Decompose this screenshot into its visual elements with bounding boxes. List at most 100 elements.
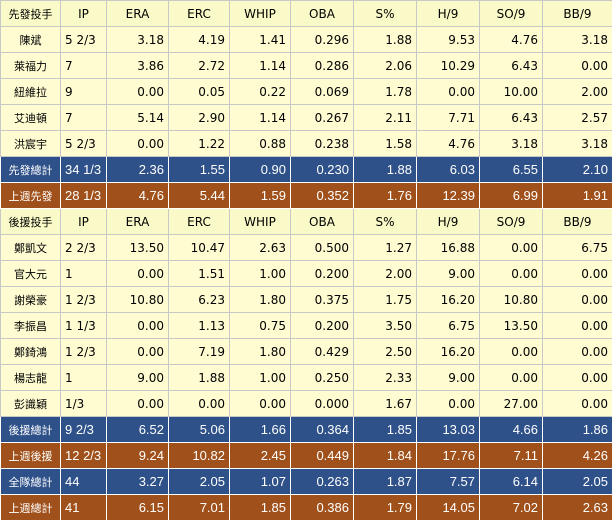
stat-cell-oba: 0.230 bbox=[290, 156, 354, 183]
pitcher-row: 萊福力 7 3.86 2.72 1.14 0.286 2.06 10.29 6.43 0.00 bbox=[0, 52, 612, 79]
pitcher-row: 紐維拉 9 0.00 0.05 0.22 0.069 1.78 0.00 10.00 2.00 bbox=[0, 78, 612, 105]
stat-cell-ip: 5 2/3 bbox=[60, 130, 107, 157]
column-header-ip: IP bbox=[60, 208, 107, 235]
row-name: 萊福力 bbox=[0, 52, 61, 79]
stat-cell-h-9: 12.39 bbox=[416, 182, 480, 209]
stat-cell-so-9: 0.00 bbox=[479, 364, 543, 391]
stat-cell-oba: 0.263 bbox=[290, 468, 354, 495]
stat-cell-bb-9: 1.91 bbox=[542, 182, 612, 209]
stat-cell-so-9: 3.18 bbox=[479, 130, 543, 157]
column-header-whip: WHIP bbox=[229, 208, 291, 235]
stat-cell-erc: 10.82 bbox=[168, 442, 230, 469]
stat-cell-oba: 0.296 bbox=[290, 26, 354, 53]
stat-cell-whip: 1.41 bbox=[229, 26, 291, 53]
stat-cell-oba: 0.267 bbox=[290, 104, 354, 131]
stat-cell-h-9: 16.88 bbox=[416, 234, 480, 261]
stat-cell-erc: 5.44 bbox=[168, 182, 230, 209]
stat-cell-ip: 1/3 bbox=[60, 390, 107, 417]
stat-cell-era: 0.00 bbox=[106, 130, 169, 157]
total-row: 全隊總計 44 3.27 2.05 1.07 0.263 1.87 7.57 6.14 2.05 bbox=[0, 468, 612, 495]
stat-cell-era: 13.50 bbox=[106, 234, 169, 261]
stat-cell-ip: 9 2/3 bbox=[60, 416, 107, 443]
stat-cell-bb-9: 2.05 bbox=[542, 468, 612, 495]
stat-cell-ip: 1 2/3 bbox=[60, 338, 107, 365]
stat-cell-erc: 4.19 bbox=[168, 26, 230, 53]
total-row: 後援總計 9 2/3 6.52 5.06 1.66 0.364 1.85 13.03 4.66 1… bbox=[0, 416, 612, 443]
stat-cell-s-: 1.87 bbox=[353, 468, 417, 495]
row-name: 艾迪頓 bbox=[0, 104, 61, 131]
stat-cell-whip: 2.45 bbox=[229, 442, 291, 469]
stat-cell-ip: 34 1/3 bbox=[60, 156, 107, 183]
stat-cell-bb-9: 6.75 bbox=[542, 234, 612, 261]
row-name: 官大元 bbox=[0, 260, 61, 287]
column-header-era: ERA bbox=[106, 208, 169, 235]
column-header-oba: OBA bbox=[290, 0, 354, 27]
stat-cell-ip: 7 bbox=[60, 52, 107, 79]
row-name: 謝榮豪 bbox=[0, 286, 61, 313]
row-name: 上週先發 bbox=[0, 182, 61, 209]
stat-cell-erc: 2.90 bbox=[168, 104, 230, 131]
stat-cell-ip: 5 2/3 bbox=[60, 26, 107, 53]
pitcher-row: 彭識穎 1/3 0.00 0.00 0.00 0.000 1.67 0.00 27.00 0.00 bbox=[0, 390, 612, 417]
stat-cell-s-: 1.67 bbox=[353, 390, 417, 417]
row-name: 上週後援 bbox=[0, 442, 61, 469]
stat-cell-whip: 1.59 bbox=[229, 182, 291, 209]
stat-cell-whip: 1.00 bbox=[229, 364, 291, 391]
stat-cell-h-9: 7.57 bbox=[416, 468, 480, 495]
stat-cell-ip: 1 bbox=[60, 364, 107, 391]
stat-cell-whip: 1.66 bbox=[229, 416, 291, 443]
stat-cell-whip: 0.90 bbox=[229, 156, 291, 183]
column-header-bb-9: BB/9 bbox=[542, 208, 612, 235]
stat-cell-bb-9: 0.00 bbox=[542, 390, 612, 417]
stat-cell-erc: 1.22 bbox=[168, 130, 230, 157]
column-header-erc: ERC bbox=[168, 208, 230, 235]
stat-cell-era: 0.00 bbox=[106, 338, 169, 365]
column-header-so-9: SO/9 bbox=[479, 0, 543, 27]
last-week-row: 上週先發 28 1/3 4.76 5.44 1.59 0.352 1.76 12.39 6.99… bbox=[0, 182, 612, 209]
stat-cell-bb-9: 0.00 bbox=[542, 286, 612, 313]
row-name: 後援總計 bbox=[0, 416, 61, 443]
stat-cell-bb-9: 0.00 bbox=[542, 52, 612, 79]
row-name: 全隊總計 bbox=[0, 468, 61, 495]
stat-cell-whip: 1.00 bbox=[229, 260, 291, 287]
stat-cell-s-: 1.76 bbox=[353, 182, 417, 209]
stat-cell-erc: 2.05 bbox=[168, 468, 230, 495]
section-header-label: 先發投手 bbox=[0, 0, 61, 27]
row-name: 陳斌 bbox=[0, 26, 61, 53]
section-header-row: 先發投手 IP ERA ERC WHIP OBA S% H/9 SO/9 BB/9 bbox=[0, 0, 612, 27]
stat-cell-ip: 12 2/3 bbox=[60, 442, 107, 469]
stat-cell-whip: 0.88 bbox=[229, 130, 291, 157]
pitcher-row: 李振昌 1 1/3 0.00 1.13 0.75 0.200 3.50 6.75 13.50 0.… bbox=[0, 312, 612, 339]
stat-cell-h-9: 10.29 bbox=[416, 52, 480, 79]
stat-cell-h-9: 6.75 bbox=[416, 312, 480, 339]
stat-cell-era: 3.27 bbox=[106, 468, 169, 495]
stat-cell-so-9: 27.00 bbox=[479, 390, 543, 417]
stat-cell-so-9: 6.43 bbox=[479, 52, 543, 79]
stat-cell-whip: 1.14 bbox=[229, 52, 291, 79]
stat-cell-erc: 1.55 bbox=[168, 156, 230, 183]
stat-cell-oba: 0.238 bbox=[290, 130, 354, 157]
column-header-bb-9: BB/9 bbox=[542, 0, 612, 27]
last-week-row: 上週總計 41 6.15 7.01 1.85 0.386 1.79 14.05 7.02 2.63 bbox=[0, 494, 612, 521]
stat-cell-s-: 2.11 bbox=[353, 104, 417, 131]
pitcher-row: 陳斌 5 2/3 3.18 4.19 1.41 0.296 1.88 9.53 4.76 3.18 bbox=[0, 26, 612, 53]
stat-cell-oba: 0.000 bbox=[290, 390, 354, 417]
stat-cell-s-: 1.88 bbox=[353, 156, 417, 183]
stat-cell-so-9: 6.14 bbox=[479, 468, 543, 495]
stat-cell-h-9: 7.71 bbox=[416, 104, 480, 131]
stat-cell-so-9: 6.43 bbox=[479, 104, 543, 131]
column-header-oba: OBA bbox=[290, 208, 354, 235]
stat-cell-erc: 10.47 bbox=[168, 234, 230, 261]
stat-cell-bb-9: 3.18 bbox=[542, 130, 612, 157]
stat-cell-ip: 28 1/3 bbox=[60, 182, 107, 209]
stat-cell-era: 9.00 bbox=[106, 364, 169, 391]
row-name: 鄭錡鴻 bbox=[0, 338, 61, 365]
stat-cell-h-9: 14.05 bbox=[416, 494, 480, 521]
stat-cell-s-: 1.84 bbox=[353, 442, 417, 469]
column-header-ip: IP bbox=[60, 0, 107, 27]
stat-cell-s-: 1.75 bbox=[353, 286, 417, 313]
pitcher-row: 鄭錡鴻 1 2/3 0.00 7.19 1.80 0.429 2.50 16.20 0.00 0.… bbox=[0, 338, 612, 365]
stat-cell-so-9: 13.50 bbox=[479, 312, 543, 339]
stat-cell-ip: 9 bbox=[60, 78, 107, 105]
